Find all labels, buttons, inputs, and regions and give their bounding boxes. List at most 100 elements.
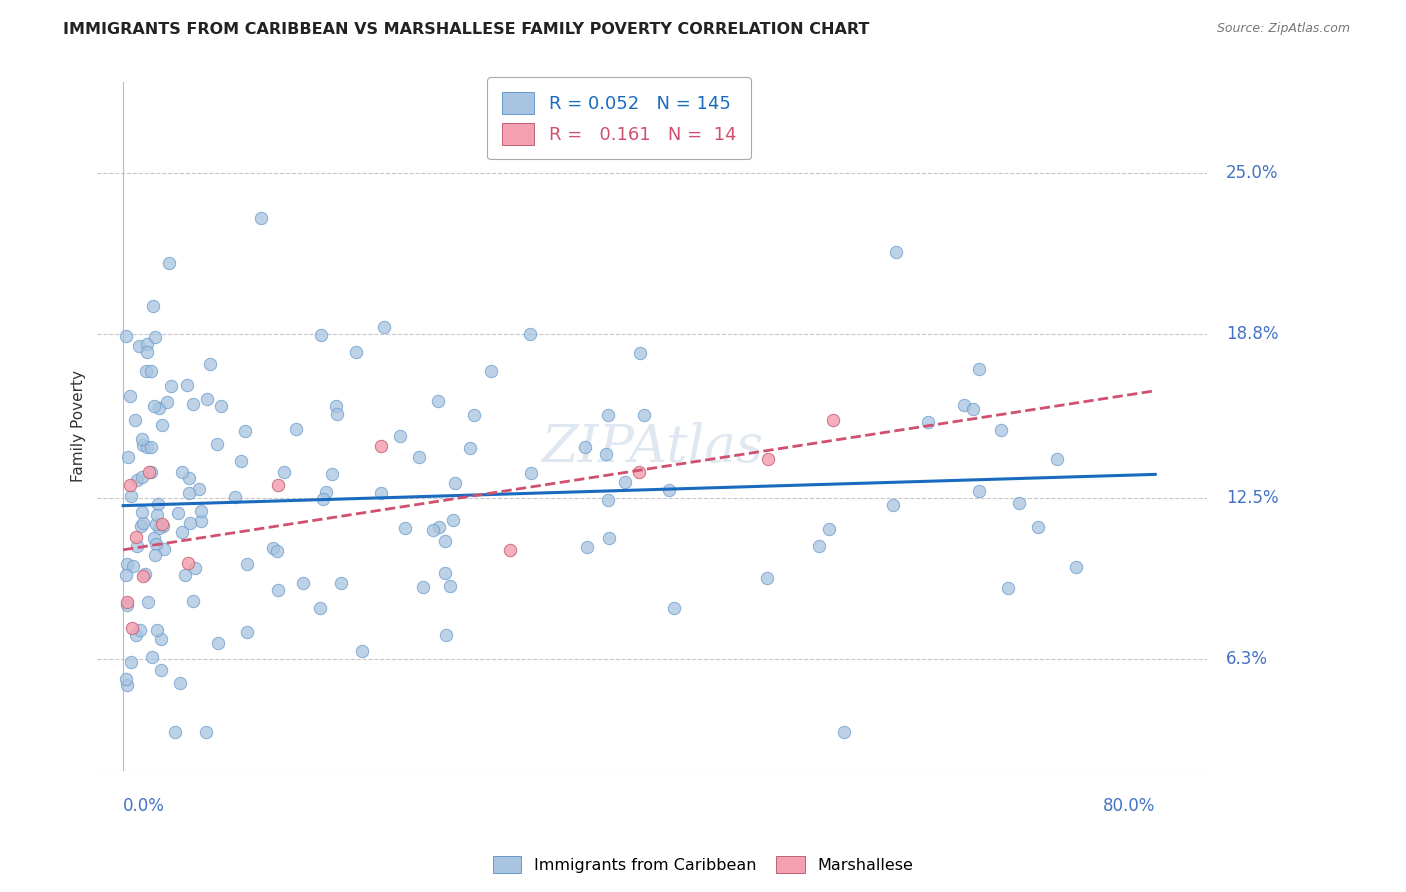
Point — [266, 544, 288, 558]
Point — [990, 423, 1012, 437]
Point — [315, 485, 337, 500]
Text: 6.3%: 6.3% — [1226, 650, 1268, 668]
Point — [325, 399, 347, 413]
Point — [128, 624, 150, 638]
Point — [967, 362, 990, 376]
Point — [172, 525, 194, 540]
Point — [953, 398, 976, 412]
Point — [153, 542, 176, 557]
Text: 0.0%: 0.0% — [124, 797, 165, 814]
Point — [145, 516, 167, 531]
Point — [205, 437, 228, 451]
Point — [427, 519, 450, 533]
Point — [190, 504, 212, 518]
Point — [146, 497, 169, 511]
Point — [463, 409, 485, 423]
Point — [131, 470, 153, 484]
Y-axis label: Family Poverty: Family Poverty — [72, 370, 86, 483]
Point — [262, 541, 284, 556]
Point — [128, 339, 150, 353]
Point — [121, 621, 143, 635]
Point — [195, 392, 218, 406]
Point — [131, 505, 153, 519]
Point — [139, 363, 162, 377]
Point — [229, 454, 252, 468]
Point — [156, 395, 179, 409]
Point — [422, 523, 444, 537]
Point — [117, 450, 139, 464]
Point — [576, 541, 599, 555]
Point — [165, 724, 187, 739]
Point — [458, 442, 481, 456]
Point — [143, 330, 166, 344]
Point — [370, 486, 392, 500]
Point — [143, 548, 166, 562]
Point — [441, 513, 464, 527]
Point — [120, 489, 142, 503]
Point — [179, 516, 201, 530]
Point — [120, 656, 142, 670]
Point — [224, 491, 246, 505]
Point — [114, 329, 136, 343]
Point — [499, 542, 522, 557]
Point — [321, 467, 343, 482]
Point — [148, 521, 170, 535]
Point — [170, 466, 193, 480]
Point — [1066, 559, 1088, 574]
Point — [125, 474, 148, 488]
Point — [884, 245, 907, 260]
Point — [596, 493, 619, 508]
Point — [235, 424, 257, 438]
Point — [426, 394, 449, 409]
Point — [574, 440, 596, 454]
Point — [808, 539, 831, 553]
Point — [236, 624, 259, 639]
Point — [179, 471, 201, 485]
Point — [755, 571, 778, 585]
Point — [135, 364, 157, 378]
Point — [145, 536, 167, 550]
Point — [190, 514, 212, 528]
Point — [150, 632, 173, 646]
Point — [439, 579, 461, 593]
Point — [118, 478, 141, 492]
Text: Source: ZipAtlas.com: Source: ZipAtlas.com — [1216, 22, 1350, 36]
Text: 80.0%: 80.0% — [1102, 797, 1156, 814]
Point — [370, 439, 392, 453]
Point — [143, 399, 166, 413]
Point — [150, 664, 173, 678]
Point — [142, 299, 165, 313]
Point — [115, 678, 138, 692]
Point — [131, 438, 153, 452]
Point — [131, 568, 153, 582]
Point — [159, 256, 181, 270]
Point — [882, 498, 904, 512]
Point — [756, 451, 779, 466]
Point — [136, 595, 159, 609]
Point — [187, 482, 209, 496]
Point — [207, 636, 229, 650]
Point — [312, 491, 335, 506]
Point — [832, 724, 855, 739]
Point — [131, 432, 153, 446]
Point — [136, 337, 159, 351]
Point — [821, 413, 844, 427]
Point — [176, 377, 198, 392]
Point — [115, 595, 138, 609]
Point — [373, 320, 395, 334]
Point — [479, 364, 502, 378]
Point — [134, 567, 156, 582]
Point — [917, 415, 939, 429]
Point — [433, 566, 456, 580]
Point — [125, 539, 148, 553]
Point — [520, 466, 543, 480]
Point — [135, 345, 157, 359]
Text: ZIPAtlas: ZIPAtlas — [541, 422, 763, 473]
Point — [236, 558, 259, 572]
Point — [148, 401, 170, 415]
Point — [198, 357, 221, 371]
Point — [129, 518, 152, 533]
Point — [125, 530, 148, 544]
Point — [326, 407, 349, 421]
Point — [662, 600, 685, 615]
